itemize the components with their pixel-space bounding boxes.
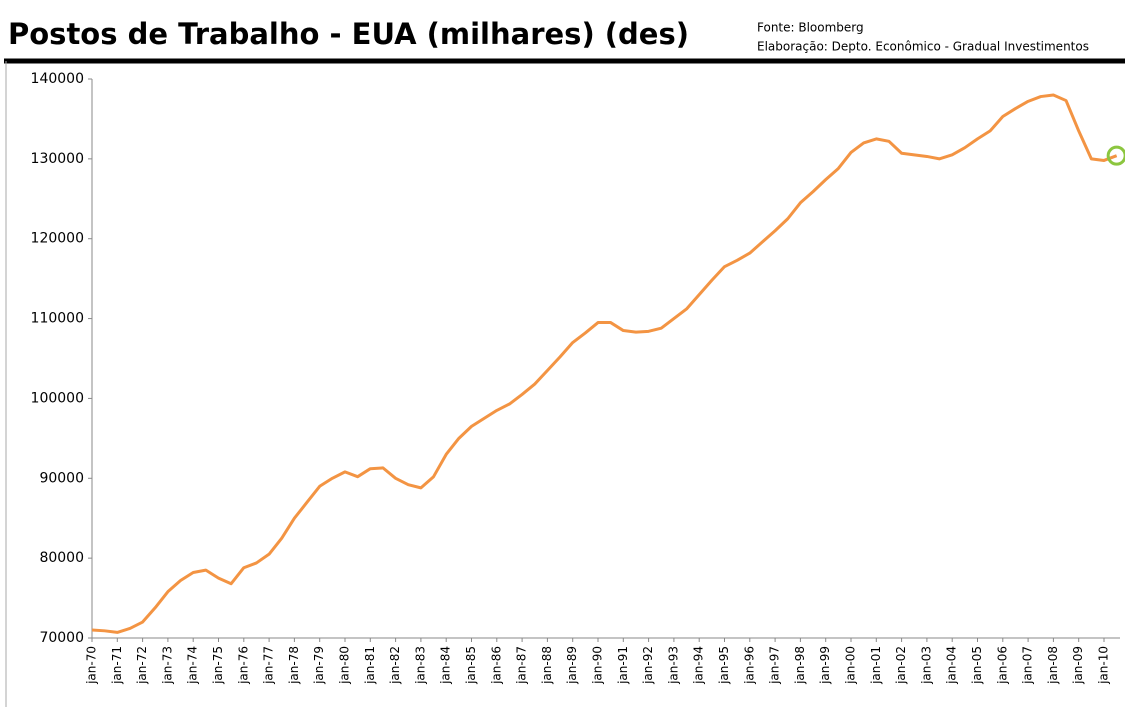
x-tick-label: jan-88 <box>540 646 554 685</box>
y-tick-label: 110000 <box>31 311 84 327</box>
x-tick-label: jan-72 <box>135 646 149 685</box>
x-tick-label: jan-86 <box>489 646 503 685</box>
y-tick-label: 90000 <box>39 470 84 486</box>
x-tick-label: jan-90 <box>591 646 605 685</box>
x-tick-label: jan-04 <box>945 646 959 685</box>
y-tick-label: 70000 <box>39 630 84 646</box>
x-tick-label: jan-07 <box>1021 646 1035 685</box>
x-tick-label: jan-05 <box>970 646 984 685</box>
x-tick-label: jan-83 <box>413 646 427 685</box>
x-tick-label: jan-08 <box>1046 646 1060 685</box>
x-tick-label: jan-94 <box>692 646 706 685</box>
x-tick-label: jan-09 <box>1071 646 1085 685</box>
x-tick-label: jan-96 <box>742 646 756 685</box>
x-tick-label: jan-81 <box>363 646 377 685</box>
x-tick-label: jan-98 <box>793 646 807 685</box>
x-tick-label: jan-85 <box>464 646 478 685</box>
source: Fonte: Bloomberg <box>757 21 864 35</box>
x-tick-label: jan-01 <box>869 646 883 685</box>
line-series <box>91 93 1118 634</box>
x-tick-label: jan-73 <box>160 646 174 685</box>
x-tick-label: jan-03 <box>919 646 933 685</box>
x-tick-label: jan-77 <box>262 646 276 685</box>
x-tick-label: jan-75 <box>211 646 225 685</box>
x-tick-label: jan-00 <box>844 646 858 685</box>
credit: Elaboração: Depto. Econômico - Gradual I… <box>757 40 1089 54</box>
chart-title: Postos de Trabalho - EUA (milhares) (des… <box>8 17 689 51</box>
y-tick-label: 140000 <box>31 71 84 87</box>
x-tick-label: jan-02 <box>894 646 908 685</box>
x-tick-label: jan-71 <box>110 646 124 685</box>
highlight-circle <box>1106 145 1125 166</box>
y-tick-label: 100000 <box>31 390 84 406</box>
x-tick-label: jan-99 <box>818 646 832 685</box>
x-tick-label: jan-92 <box>641 646 655 685</box>
x-tick-label: jan-78 <box>287 646 301 685</box>
x-tick-label: jan-91 <box>616 646 630 685</box>
x-tick-label: jan-82 <box>388 646 402 685</box>
x-tick-label: jan-06 <box>995 646 1009 685</box>
x-tick-label: jan-84 <box>439 646 453 685</box>
x-tick-label: jan-70 <box>85 646 99 685</box>
x-tick-label: jan-89 <box>565 646 579 685</box>
y-tick-label: 120000 <box>31 231 84 247</box>
x-tick-label: jan-76 <box>236 646 250 685</box>
x-tick-label: jan-80 <box>338 646 352 685</box>
x-tick-label: jan-79 <box>312 646 326 685</box>
x-tick-label: jan-87 <box>515 646 529 685</box>
x-tick-label: jan-10 <box>1097 646 1111 685</box>
x-tick-label: jan-93 <box>666 646 680 685</box>
x-tick-label: jan-97 <box>768 646 782 685</box>
y-tick-label: 130000 <box>31 151 84 167</box>
x-tick-label: jan-74 <box>186 646 200 685</box>
x-tick-label: jan-95 <box>717 646 731 685</box>
y-tick-label: 80000 <box>39 550 84 566</box>
